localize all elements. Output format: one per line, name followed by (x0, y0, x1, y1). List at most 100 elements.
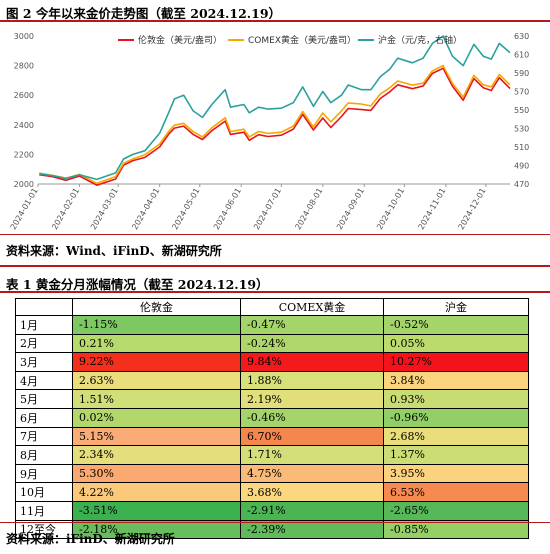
value-cell: -0.52% (383, 315, 529, 335)
x-tick-label: 2024-03-01 (89, 187, 120, 232)
value-cell: 0.21% (72, 333, 241, 354)
x-tick-label: 2024-12-01 (457, 187, 488, 232)
gold-price-line-chart: 2000 2200 2400 2600 2800 3000 470 490 510 530 550 5… (9, 32, 530, 231)
figure-source: 资料来源：Wind、iFinD、新湖研究所 (6, 244, 222, 258)
value-cell: 10.27% (383, 352, 529, 372)
row-label: 7月 (15, 426, 73, 447)
value-cell: 5.15% (72, 426, 241, 447)
table-row: 11月 -3.51% -2.91% -2.65% (15, 500, 529, 521)
value-cell: 4.22% (72, 482, 241, 502)
value-cell: 5.30% (72, 463, 241, 484)
value-cell: 2.68% (383, 426, 529, 447)
x-tick-label: 2024-09-01 (335, 187, 366, 232)
x-tick-label: 2024-04-01 (130, 187, 161, 232)
left-tick-label: 2400 (14, 121, 34, 130)
row-label: 6月 (15, 407, 73, 428)
right-tick-label: 570 (514, 88, 529, 97)
table-header-cell: 伦敦金 (72, 298, 241, 316)
table-body: 1月 -1.15% -0.47% -0.52% 2月 0.21% -0.24% 0.05% 3月… (15, 315, 529, 540)
table-row: 3月 9.22% 9.84% 10.27% (15, 352, 529, 372)
value-cell: 3.84% (383, 370, 529, 391)
table-bottom-rule (0, 522, 550, 523)
legend-label-2: COMEX黄金（美元/盎司） (248, 34, 356, 46)
table-row: 12至今 -2.18% -2.39% -0.85% (15, 519, 529, 540)
value-cell: -2.39% (240, 519, 384, 540)
left-tick-label: 2200 (14, 150, 34, 159)
value-cell: -2.91% (240, 500, 384, 521)
row-label: 1月 (15, 315, 73, 335)
row-label: 10月 (15, 482, 73, 502)
right-tick-label: 530 (514, 125, 529, 134)
table-row: 9月 5.30% 4.75% 3.95% (15, 463, 529, 484)
table-source: 资料来源：iFinD、新湖研究所 (6, 532, 175, 546)
right-tick-label: 630 (514, 32, 529, 41)
value-cell: 2.19% (240, 389, 384, 409)
value-cell: 0.05% (383, 333, 529, 354)
x-tick-label: 2024-01-01 (9, 187, 40, 232)
value-cell: -1.15% (72, 315, 241, 335)
value-cell: 3.68% (240, 482, 384, 502)
table-row: 2月 0.21% -0.24% 0.05% (15, 333, 529, 354)
x-tick-label: 2024-06-01 (212, 186, 243, 231)
value-cell: -2.18% (72, 519, 241, 540)
table-row: 7月 5.15% 6.70% 2.68% (15, 426, 529, 447)
value-cell: -0.85% (383, 519, 529, 540)
value-cell: 6.53% (383, 482, 529, 502)
legend-label-3: 沪金（元/克，右轴） (378, 34, 462, 46)
left-tick-label: 2800 (14, 62, 34, 71)
table-row: 1月 -1.15% -0.47% -0.52% (15, 315, 529, 335)
row-label: 2月 (15, 333, 73, 354)
row-label: 8月 (15, 445, 73, 465)
value-cell: -0.46% (240, 407, 384, 428)
row-label: 5月 (15, 389, 73, 409)
table-row: 8月 2.34% 1.71% 1.37% (15, 445, 529, 465)
x-tick-label: 2024-05-01 (170, 187, 201, 232)
value-cell: 1.37% (383, 445, 529, 465)
value-cell: 6.70% (240, 426, 384, 447)
value-cell: 2.34% (72, 445, 241, 465)
table-title-rule-top (0, 265, 550, 267)
value-cell: 9.22% (72, 352, 241, 372)
value-cell: 4.75% (240, 463, 384, 484)
right-tick-label: 590 (514, 69, 529, 78)
series-line-1 (39, 67, 511, 186)
value-cell: -2.65% (383, 500, 529, 521)
table-title-rule (0, 291, 550, 293)
right-tick-label: 510 (514, 143, 529, 152)
right-tick-label: 490 (514, 162, 529, 171)
x-tick-label: 2024-07-01 (252, 187, 283, 232)
value-cell: 1.51% (72, 389, 241, 409)
table-header-cell (15, 298, 73, 316)
x-tick-label: 2024-10-01 (375, 187, 406, 232)
right-tick-label: 470 (514, 180, 529, 189)
chart-legend: 伦敦金（美元/盎司） COMEX黄金（美元/盎司） 沪金（元/克，右轴） (118, 34, 462, 46)
x-tick-label: 2024-08-01 (293, 187, 324, 232)
x-tick-label: 2024-02-01 (50, 187, 81, 232)
value-cell: -3.51% (72, 500, 241, 521)
series-line-2 (39, 64, 511, 185)
value-cell: 3.95% (383, 463, 529, 484)
x-tick-label: 2024-11-01 (417, 187, 448, 232)
value-cell: -0.96% (383, 407, 529, 428)
table-row: 5月 1.51% 2.19% 0.93% (15, 389, 529, 409)
legend-label-1: 伦敦金（美元/盎司） (138, 34, 222, 46)
table-header-cell: 沪金 (383, 298, 529, 316)
table-header-row: 伦敦金 COMEX黄金 沪金 (15, 298, 529, 316)
value-cell: 1.88% (240, 370, 384, 391)
left-tick-label: 2600 (14, 91, 34, 100)
value-cell: -0.24% (240, 333, 384, 354)
table-row: 4月 2.63% 1.88% 3.84% (15, 370, 529, 391)
row-label: 11月 (15, 500, 73, 521)
monthly-gain-table: 伦敦金 COMEX黄金 沪金 1月 -1.15% -0.47% -0.52% 2月 0.21%… (15, 298, 529, 540)
value-cell: 9.84% (240, 352, 384, 372)
figure-title-rule (0, 20, 550, 22)
right-tick-label: 550 (514, 106, 529, 115)
table-row: 6月 0.02% -0.46% -0.96% (15, 407, 529, 428)
value-cell: 1.71% (240, 445, 384, 465)
table-header-cell: COMEX黄金 (240, 298, 384, 316)
chart-series-lines (39, 35, 511, 186)
chart-axes: 2000 2200 2400 2600 2800 3000 470 490 510 530 550 5… (9, 32, 530, 231)
value-cell: 0.02% (72, 407, 241, 428)
row-label: 9月 (15, 463, 73, 484)
row-label: 4月 (15, 370, 73, 391)
